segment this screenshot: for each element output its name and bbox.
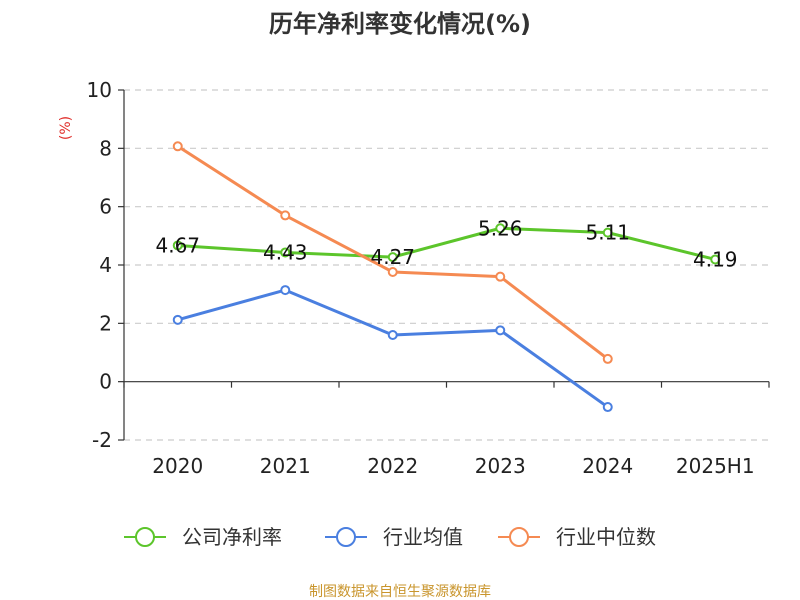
y-tick-label: 6 — [99, 195, 112, 219]
data-point[interactable] — [495, 325, 506, 336]
data-point[interactable] — [280, 210, 291, 221]
data-point[interactable] — [495, 223, 506, 234]
legend-label: 行业均值 — [383, 525, 463, 549]
legend[interactable]: 公司净利率 行业均值 行业中位数 — [124, 525, 656, 549]
x-tick-label: 2025H1 — [676, 454, 755, 478]
series-0 — [172, 223, 721, 265]
x-tick-label: 2023 — [475, 454, 526, 478]
data-point[interactable] — [387, 330, 398, 340]
x-tick-label: 2024 — [582, 454, 633, 478]
gridlines — [124, 89, 769, 441]
data-point[interactable] — [602, 402, 613, 413]
legend-marker — [509, 527, 529, 547]
data-label: 4.43 — [263, 240, 308, 264]
legend-label: 公司净利率 — [182, 525, 282, 549]
x-tick-label: 2020 — [152, 454, 203, 478]
data-label: 4.19 — [693, 247, 738, 271]
y-tick-label: 2 — [99, 311, 112, 335]
series-1 — [172, 285, 613, 413]
y-axis-unit-label: (%) — [58, 116, 74, 140]
data-point[interactable] — [710, 254, 721, 265]
data-point[interactable] — [280, 247, 291, 258]
legend-item-2[interactable]: 行业中位数 — [498, 525, 656, 549]
data-label: 5.26 — [478, 216, 523, 240]
axes: -2 0 2 4 6 8 10 2020 2021 2022 2023 2024 2025H1 — [87, 78, 770, 478]
series-2 — [172, 141, 613, 364]
x-tick-label: 2022 — [367, 454, 418, 478]
data-source-note: 制图数据来自恒生聚源数据库 — [309, 584, 491, 600]
data-point[interactable] — [280, 285, 291, 296]
legend-label: 行业中位数 — [556, 525, 656, 549]
data-point[interactable] — [387, 267, 398, 277]
chart-title: 历年净利率变化情况(%) — [269, 10, 531, 38]
y-tick-label: 10 — [87, 78, 112, 102]
y-tick-label: -2 — [92, 428, 112, 452]
data-point[interactable] — [602, 227, 613, 238]
series-line — [177, 226, 716, 261]
data-labels: 4.67 4.43 4.27 5.26 5.11 4.19 — [155, 216, 737, 271]
x-tick-label: 2021 — [260, 454, 311, 478]
y-tick-label: 8 — [99, 136, 112, 160]
data-label: 4.27 — [370, 245, 415, 269]
legend-item-1[interactable]: 行业均值 — [325, 525, 463, 549]
data-label: 5.11 — [585, 221, 630, 245]
data-point[interactable] — [495, 271, 506, 282]
legend-marker — [336, 527, 356, 547]
data-point[interactable] — [172, 141, 183, 152]
data-label: 4.67 — [155, 233, 200, 257]
y-tick-label: 0 — [99, 370, 112, 394]
data-point[interactable] — [172, 240, 183, 251]
data-point[interactable] — [387, 252, 398, 263]
y-tick-label: 4 — [99, 253, 112, 277]
series-line — [177, 288, 609, 409]
data-point[interactable] — [172, 314, 183, 325]
legend-marker — [135, 527, 155, 547]
series-lines — [172, 141, 721, 413]
legend-item-0[interactable]: 公司净利率 — [124, 525, 282, 549]
data-point[interactable] — [602, 353, 613, 364]
